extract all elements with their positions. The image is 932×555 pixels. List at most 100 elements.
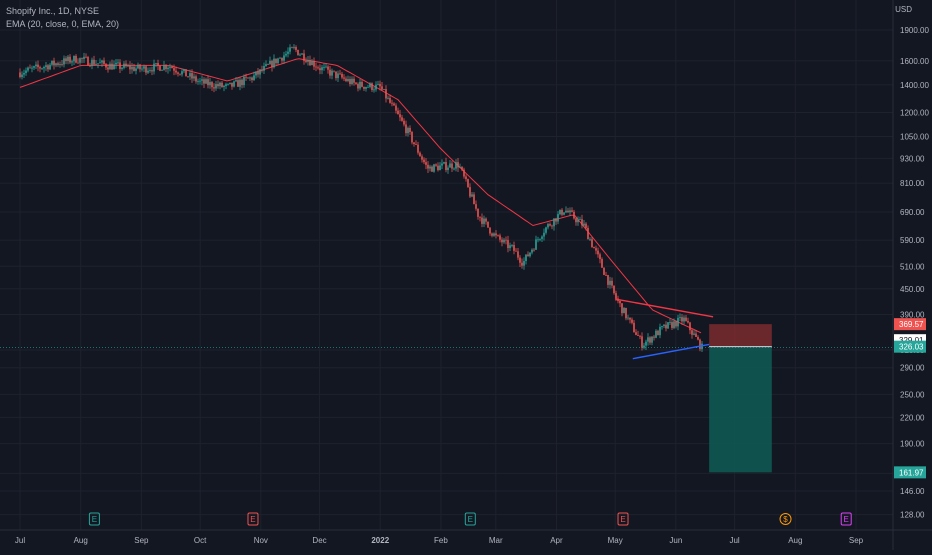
candle-body[interactable]: [305, 60, 307, 62]
candle-body[interactable]: [403, 120, 405, 125]
candle-body[interactable]: [619, 300, 621, 304]
candle-body[interactable]: [479, 216, 481, 218]
candle-body[interactable]: [611, 280, 613, 286]
candle-body[interactable]: [445, 162, 447, 171]
candle-body[interactable]: [595, 248, 597, 251]
candle-body[interactable]: [689, 322, 691, 331]
candle-body[interactable]: [627, 317, 629, 319]
candle-body[interactable]: [323, 66, 325, 68]
candle-body[interactable]: [61, 64, 63, 65]
candle-body[interactable]: [205, 79, 207, 84]
candle-body[interactable]: [233, 81, 235, 87]
candle-body[interactable]: [349, 79, 351, 84]
candle-body[interactable]: [637, 334, 639, 336]
candle-body[interactable]: [463, 169, 465, 177]
candle-body[interactable]: [441, 163, 443, 166]
candle-body[interactable]: [343, 77, 345, 79]
candle-body[interactable]: [469, 187, 471, 197]
candle-body[interactable]: [493, 233, 495, 236]
candle-body[interactable]: [235, 80, 237, 82]
candle-body[interactable]: [615, 293, 617, 299]
candle-body[interactable]: [497, 235, 499, 237]
candle-body[interactable]: [431, 166, 433, 172]
earnings-icon[interactable]: [247, 512, 259, 526]
candle-body[interactable]: [527, 254, 529, 257]
candle-body[interactable]: [569, 210, 571, 213]
candle-body[interactable]: [621, 303, 623, 314]
candle-body[interactable]: [647, 337, 649, 342]
candle-body[interactable]: [677, 317, 679, 327]
candle-body[interactable]: [389, 97, 391, 103]
candle-body[interactable]: [533, 249, 535, 251]
candle-body[interactable]: [411, 132, 413, 143]
candle-body[interactable]: [257, 71, 259, 75]
price-tick-label[interactable]: 450.00: [900, 285, 925, 294]
candle-body[interactable]: [269, 60, 271, 65]
candle-body[interactable]: [197, 81, 199, 83]
candle-body[interactable]: [335, 71, 337, 79]
candle-body[interactable]: [169, 66, 171, 68]
price-tick-label[interactable]: 690.00: [900, 208, 925, 217]
candle-body[interactable]: [89, 65, 91, 67]
candle-body[interactable]: [559, 209, 561, 215]
candle-body[interactable]: [251, 77, 253, 80]
candle-body[interactable]: [333, 70, 335, 72]
candle-body[interactable]: [531, 249, 533, 253]
candle-body[interactable]: [105, 63, 107, 68]
candle-body[interactable]: [583, 223, 585, 226]
candle-body[interactable]: [413, 142, 415, 145]
candle-body[interactable]: [231, 82, 233, 87]
candle-body[interactable]: [319, 68, 321, 71]
candle-body[interactable]: [317, 67, 319, 69]
candle-body[interactable]: [597, 250, 599, 255]
candle-body[interactable]: [521, 262, 523, 266]
candle-body[interactable]: [513, 245, 515, 251]
candle-body[interactable]: [481, 217, 483, 224]
candle-body[interactable]: [177, 72, 179, 74]
candle-body[interactable]: [263, 65, 265, 71]
candle-body[interactable]: [409, 127, 411, 133]
candle-body[interactable]: [217, 84, 219, 87]
candle-body[interactable]: [539, 238, 541, 240]
candle-body[interactable]: [45, 65, 47, 67]
candle-body[interactable]: [651, 336, 653, 343]
price-tick-label[interactable]: 146.00: [900, 487, 925, 496]
candle-body[interactable]: [127, 65, 129, 67]
candle-body[interactable]: [397, 110, 399, 115]
candle-body[interactable]: [345, 78, 347, 81]
candle-body[interactable]: [87, 57, 89, 66]
price-tick-label[interactable]: 1400.00: [900, 81, 929, 90]
candle-body[interactable]: [353, 78, 355, 83]
candle-body[interactable]: [517, 251, 519, 258]
candle-body[interactable]: [155, 62, 157, 64]
candle-body[interactable]: [37, 64, 39, 68]
time-tick-label[interactable]: Feb: [434, 536, 448, 545]
candle-body[interactable]: [515, 250, 517, 252]
candle-body[interactable]: [301, 53, 303, 55]
candle-body[interactable]: [415, 144, 417, 145]
earnings-icon[interactable]: [840, 512, 852, 526]
candle-body[interactable]: [151, 70, 153, 72]
candle-body[interactable]: [259, 69, 261, 75]
candle-body[interactable]: [173, 68, 175, 71]
earnings-icon[interactable]: [88, 512, 100, 526]
candle-body[interactable]: [193, 76, 195, 79]
candle-body[interactable]: [111, 63, 113, 70]
price-tick-label[interactable]: 1050.00: [900, 133, 929, 142]
candle-body[interactable]: [625, 307, 627, 319]
candle-body[interactable]: [467, 179, 469, 188]
candle-body[interactable]: [341, 73, 343, 78]
target-price-label[interactable]: 161.97: [899, 468, 924, 477]
candle-body[interactable]: [295, 46, 297, 50]
candle-body[interactable]: [25, 70, 27, 73]
time-tick-label[interactable]: Mar: [489, 536, 503, 545]
candle-body[interactable]: [359, 81, 361, 89]
candle-body[interactable]: [643, 345, 645, 348]
candle-body[interactable]: [221, 82, 223, 88]
candle-body[interactable]: [485, 218, 487, 222]
candle-body[interactable]: [51, 60, 53, 65]
candle-body[interactable]: [43, 66, 45, 69]
candle-body[interactable]: [381, 86, 383, 90]
candle-body[interactable]: [347, 79, 349, 81]
candle-body[interactable]: [487, 221, 489, 228]
